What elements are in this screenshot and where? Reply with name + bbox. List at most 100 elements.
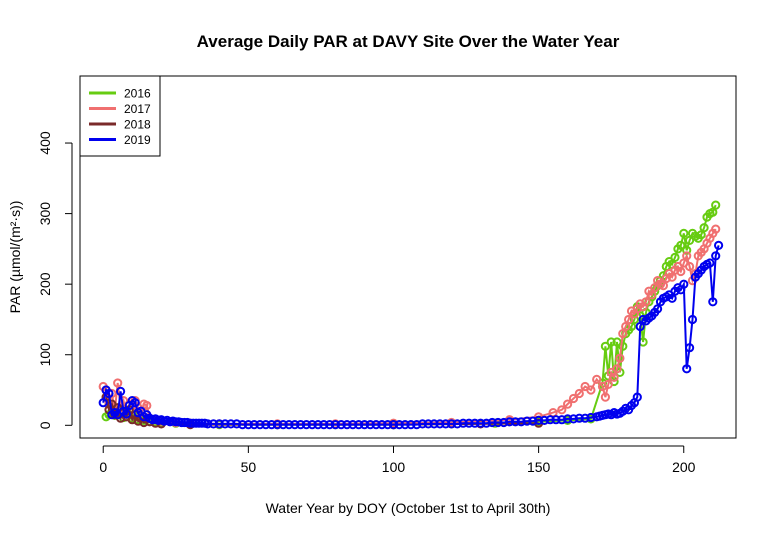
data-point-2017-35 [592, 374, 602, 384]
data-point-2019-77 [441, 419, 451, 429]
data-point-2019-143 [708, 297, 718, 307]
data-point-2019-32 [191, 418, 201, 428]
data-point-2019-59 [336, 420, 346, 430]
data-point-2017-42 [615, 353, 625, 363]
x-tick-label: 200 [672, 459, 696, 475]
data-point-2019-50 [284, 420, 294, 430]
series-2019 [98, 240, 724, 430]
y-tick-label: 0 [37, 421, 53, 429]
data-point-2019-34 [197, 418, 207, 428]
data-point-2019-72 [412, 420, 422, 430]
data-point-2019-133 [679, 279, 689, 289]
data-point-2019-93 [534, 415, 544, 425]
data-point-2019-144 [711, 251, 721, 261]
data-point-2016-32 [606, 337, 616, 347]
data-point-2017-65 [682, 251, 692, 261]
data-point-2019-99 [568, 414, 579, 424]
data-point-2019-92 [528, 416, 538, 426]
y-tick-label: 400 [37, 131, 53, 155]
data-point-2016-56 [676, 240, 686, 250]
legend-label-2019: 2019 [124, 133, 151, 147]
legend-box [79, 75, 161, 157]
data-point-2019-87 [499, 417, 509, 428]
y-axis-label: PAR (µmol/(m²·s)) [7, 201, 23, 314]
data-point-2019-74 [423, 419, 433, 429]
data-point-2019-79 [452, 419, 462, 429]
data-point-2019-45 [255, 420, 265, 430]
data-point-2016-57 [679, 228, 689, 238]
data-point-2017-15 [142, 400, 152, 411]
data-point-2016-34 [612, 337, 622, 347]
data-point-2017-38 [603, 379, 613, 389]
data-point-2019-51 [290, 420, 300, 430]
legend-label-2018: 2018 [124, 118, 151, 132]
data-point-2017-29 [557, 405, 567, 415]
data-point-2017-37 [600, 392, 611, 402]
data-point-2019-71 [406, 420, 416, 430]
data-point-2019-100 [574, 413, 584, 423]
data-point-2019-82 [470, 418, 480, 428]
data-point-2019-33 [194, 418, 204, 428]
data-point-2019-98 [563, 414, 573, 424]
x-tick-label: 150 [527, 459, 551, 475]
data-point-2019-37 [208, 419, 219, 429]
plot-area [98, 200, 724, 430]
data-point-2019-25 [171, 417, 181, 427]
data-point-2019-94 [539, 415, 550, 425]
x-axis: 0 50 100 150 200 [99, 445, 696, 475]
data-point-2019-88 [505, 417, 515, 427]
data-point-2019-41 [232, 419, 242, 429]
data-point-2019-78 [446, 419, 457, 429]
data-point-2019-81 [464, 418, 474, 428]
data-point-2019-70 [400, 420, 410, 430]
data-point-2019-43 [243, 420, 253, 430]
data-point-2019-61 [348, 420, 358, 430]
data-point-2019-135 [685, 343, 695, 353]
data-point-2019-53 [301, 420, 311, 430]
data-point-2019-86 [493, 417, 503, 428]
x-tick-label: 100 [382, 459, 406, 475]
data-point-2017-5 [113, 378, 123, 388]
data-point-2019-49 [278, 420, 288, 430]
data-point-2019-8 [121, 409, 132, 419]
y-tick-label: 200 [37, 272, 53, 296]
data-point-2019-102 [586, 412, 596, 423]
data-point-2019-40 [226, 419, 236, 429]
plot-frame [79, 75, 737, 439]
data-point-2019-75 [429, 419, 439, 429]
data-point-2019-80 [458, 418, 468, 428]
data-point-2016-54 [670, 252, 680, 262]
data-point-2019-28 [179, 417, 190, 428]
data-point-2016-30 [600, 341, 611, 351]
data-point-2019-55 [313, 420, 323, 430]
data-point-2019-57 [325, 420, 335, 430]
data-point-2019-0 [98, 398, 108, 408]
y-axis: 0 100 200 300 400 [37, 131, 73, 429]
data-point-2017-66 [685, 261, 695, 272]
data-point-2019-54 [307, 420, 317, 430]
data-point-2019-2 [104, 388, 114, 399]
data-point-2016-68 [711, 200, 721, 210]
data-point-2019-89 [510, 417, 521, 427]
series-2017 [98, 224, 721, 429]
x-axis-label: Water Year by DOY (October 1st to April … [266, 500, 551, 516]
data-point-2019-97 [557, 415, 567, 425]
data-point-2019-39 [220, 419, 230, 429]
data-point-2019-101 [580, 413, 590, 423]
y-tick-label: 300 [37, 202, 53, 226]
series-2016 [101, 200, 721, 430]
legend-label-2016: 2016 [124, 87, 151, 101]
y-tick-label: 100 [37, 343, 53, 367]
legend-label-2017: 2017 [124, 102, 151, 116]
data-point-2019-91 [522, 416, 532, 426]
data-point-2019-134 [682, 364, 692, 374]
data-point-2017-63 [676, 266, 686, 277]
data-point-2017-30 [563, 399, 573, 409]
data-point-2019-64 [365, 420, 375, 430]
data-point-2019-67 [383, 420, 393, 430]
data-point-2017-32 [574, 388, 584, 399]
data-point-2019-95 [545, 415, 555, 425]
data-point-2019-73 [417, 419, 428, 429]
